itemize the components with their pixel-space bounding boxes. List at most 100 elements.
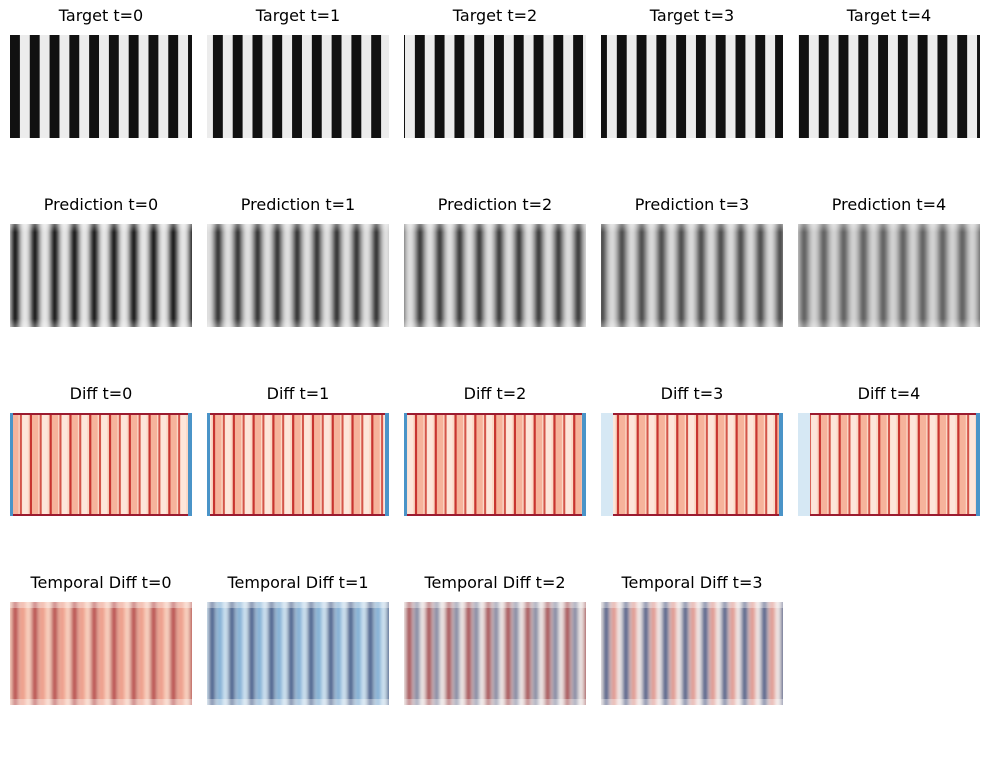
diff-edge xyxy=(39,413,42,516)
diff-band xyxy=(657,413,665,516)
diff-edge xyxy=(158,413,161,516)
temporal-band xyxy=(150,602,157,705)
temporal-band xyxy=(179,602,184,705)
diff-gap xyxy=(910,413,916,516)
temporal-band xyxy=(40,602,46,705)
stripe-dark xyxy=(351,35,362,138)
panel-title: Diff t=4 xyxy=(857,384,921,403)
panel-background xyxy=(601,35,783,138)
diff-edge xyxy=(69,413,72,516)
stripe-dark xyxy=(212,35,223,138)
diff-edge xyxy=(563,413,566,516)
diff-edge xyxy=(553,413,556,516)
diff-gap xyxy=(949,413,956,516)
diff-edge xyxy=(543,413,546,516)
stripe-dark xyxy=(755,35,766,138)
temporal-band xyxy=(347,602,354,705)
stripe-dark xyxy=(89,35,100,138)
diff-band xyxy=(958,413,966,516)
diff-edge xyxy=(937,413,940,516)
temporal-band xyxy=(356,602,361,705)
panel-title: Temporal Diff t=0 xyxy=(30,573,172,592)
temporal-band xyxy=(414,602,420,705)
diff-edge xyxy=(351,413,354,516)
diff-gap xyxy=(850,413,857,516)
diff-edge xyxy=(138,413,141,516)
stripe-dark xyxy=(168,35,179,138)
diff-band xyxy=(495,413,503,516)
diff-edge xyxy=(858,413,861,516)
stripe-dark xyxy=(108,35,119,138)
stripe-dark xyxy=(601,35,607,138)
diff-band xyxy=(332,413,341,516)
temporal-band xyxy=(494,602,499,705)
diff-edge xyxy=(381,413,384,516)
diff-edge xyxy=(838,413,841,516)
diff-edge xyxy=(361,413,364,516)
diff-band xyxy=(273,413,281,516)
diff-band xyxy=(129,413,138,516)
stripe-dark xyxy=(838,35,849,138)
temporal-band xyxy=(622,602,630,705)
diff-edge xyxy=(626,413,629,516)
panel-title: Temporal Diff t=3 xyxy=(621,573,763,592)
diff-gap xyxy=(811,413,817,516)
stripe-dark xyxy=(937,35,948,138)
stripe-dark xyxy=(49,35,60,138)
diff-band xyxy=(50,413,59,516)
diff-edge xyxy=(616,413,620,516)
diff-edge xyxy=(321,413,324,516)
temporal-band xyxy=(170,602,177,705)
temporal-band xyxy=(434,602,440,705)
temporal-band xyxy=(573,602,578,705)
stripe-dark xyxy=(311,35,322,138)
panel-title: Prediction t=2 xyxy=(437,195,553,214)
diff-edge xyxy=(735,413,738,516)
diff-band xyxy=(696,413,705,516)
diff-band xyxy=(879,413,887,516)
diff-edge xyxy=(897,413,901,516)
temporal-band xyxy=(71,602,78,705)
panel-title: Prediction t=3 xyxy=(634,195,750,214)
diff-image xyxy=(207,413,389,516)
stripe-dark xyxy=(513,35,524,138)
temporal-band xyxy=(671,602,676,705)
temporal-diff-image xyxy=(404,602,586,705)
panel-title: Target t=2 xyxy=(452,6,538,25)
stripe-dark xyxy=(148,35,159,138)
prediction-image xyxy=(798,224,980,327)
temporal-band xyxy=(750,602,755,705)
diff-edge xyxy=(282,413,285,516)
stripe-dark xyxy=(573,35,584,138)
diff-band xyxy=(233,413,242,516)
panel-title: Diff t=1 xyxy=(266,384,330,403)
diff-edge xyxy=(848,413,851,516)
diff-band xyxy=(716,413,725,516)
diff-image xyxy=(601,413,783,516)
temporal-band xyxy=(31,602,39,705)
diff-band xyxy=(213,413,222,516)
stripe-dark xyxy=(715,35,726,138)
diff-band xyxy=(30,413,39,516)
diff-gap xyxy=(22,413,28,516)
diff-edge xyxy=(252,413,255,516)
temporal-band xyxy=(485,602,492,705)
panel-title: Prediction t=1 xyxy=(240,195,356,214)
diff-edge xyxy=(89,413,92,516)
diff-gap xyxy=(284,413,291,516)
temporal-band xyxy=(110,602,118,705)
diff-gap xyxy=(343,413,350,516)
diff-edge xyxy=(108,413,112,516)
diff-edge xyxy=(168,413,171,516)
diff-edge xyxy=(49,413,52,516)
diff-edge xyxy=(148,413,151,516)
temporal-band xyxy=(297,602,302,705)
diff-edge xyxy=(474,413,477,516)
temporal-band xyxy=(425,602,433,705)
diff-gap xyxy=(264,413,271,516)
stripe-dark xyxy=(735,35,746,138)
diff-gap xyxy=(81,413,88,516)
diff-edge xyxy=(29,413,32,516)
temporal-band xyxy=(710,602,716,705)
diff-gap xyxy=(929,413,936,516)
